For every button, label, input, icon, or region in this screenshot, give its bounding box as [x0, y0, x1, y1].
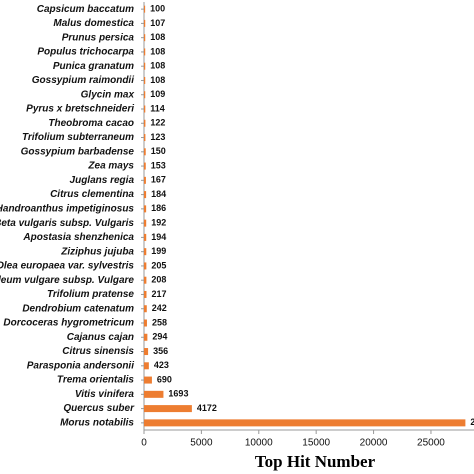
bar [144, 48, 146, 56]
x-axis-title: Top Hit Number [255, 452, 376, 471]
value-label: 123 [150, 132, 165, 142]
bar [144, 348, 149, 356]
category-label: Trifolium pratense [47, 289, 134, 300]
x-tick-label: 25000 [417, 438, 445, 449]
bar [144, 219, 147, 227]
x-tick-label: 0 [141, 438, 147, 449]
bar [144, 419, 466, 427]
value-label: 194 [151, 232, 166, 242]
bar [144, 205, 147, 213]
category-label: Capsicum baccatum [37, 4, 134, 15]
category-label: Pyrus x bretschneideri [26, 104, 134, 115]
category-label: Morus notabilis [60, 418, 134, 429]
category-label: Gossypium barbadense [21, 146, 135, 157]
category-label: Trema orientalis [57, 375, 135, 386]
value-label: 690 [157, 374, 172, 384]
bar [144, 362, 149, 370]
bar [144, 376, 152, 384]
category-label: Punica granatum [53, 61, 134, 72]
bar [144, 262, 147, 270]
category-label: Hordeum vulgare subsp. Vulgare [0, 275, 134, 286]
category-label: Trifolium subterraneum [22, 132, 134, 143]
bar [144, 248, 147, 256]
category-label: Vitis vinifera [75, 389, 135, 400]
bar [144, 105, 146, 113]
category-label: Olea europaea var. sylvestris [0, 261, 134, 272]
value-label: 108 [150, 32, 165, 42]
category-label: Ziziphus jujuba [60, 246, 134, 257]
bar [144, 276, 147, 284]
bar [144, 148, 146, 156]
bar [144, 290, 147, 298]
x-tick-label: 20000 [360, 438, 388, 449]
bar [144, 405, 192, 413]
value-label: 208 [151, 275, 166, 285]
category-label: Handroanthus impetiginosus [0, 204, 134, 215]
bar [144, 5, 146, 13]
bar [144, 119, 146, 127]
value-label: 100 [150, 4, 165, 14]
bar [144, 233, 147, 241]
value-label: 356 [153, 346, 168, 356]
category-label: Beta vulgaris subsp. Vulgaris [0, 218, 134, 229]
value-label: 108 [150, 75, 165, 85]
category-label: Glycin max [81, 89, 135, 100]
category-label: Dorcoceras hygrometricum [3, 318, 134, 329]
value-label: 258 [152, 317, 167, 327]
value-label: 28000 [470, 417, 474, 427]
category-label: Cajanus cajan [67, 332, 134, 343]
category-label: Zea mays [87, 161, 134, 172]
x-tick-label: 10000 [245, 438, 273, 449]
bar [144, 62, 146, 70]
value-label: 199 [151, 246, 166, 256]
value-label: 167 [151, 175, 166, 185]
value-label: 192 [151, 218, 166, 228]
value-label: 107 [150, 18, 165, 28]
category-label: Prunus persica [62, 32, 135, 43]
value-label: 294 [152, 332, 167, 342]
category-label: Quercus suber [63, 403, 135, 414]
bar [144, 134, 146, 142]
category-label: Dendrobium catenatum [22, 303, 134, 314]
bar [144, 333, 148, 341]
bar [144, 19, 146, 27]
value-label: 186 [151, 203, 166, 213]
value-label: 184 [151, 189, 166, 199]
x-tick-label: 5000 [190, 438, 213, 449]
category-label: Apostasia shenzhenica [22, 232, 134, 243]
category-label: Gossypium raimondii [32, 75, 134, 86]
value-label: 4172 [197, 403, 217, 413]
bar [144, 319, 147, 327]
value-label: 242 [152, 303, 167, 313]
value-label: 153 [151, 160, 166, 170]
value-label: 1693 [168, 389, 188, 399]
value-label: 122 [150, 118, 165, 128]
bar [144, 390, 164, 398]
x-tick-label: 15000 [302, 438, 330, 449]
value-label: 150 [151, 146, 166, 156]
value-label: 108 [150, 46, 165, 56]
value-label: 205 [151, 260, 166, 270]
bar [144, 91, 146, 99]
bar [144, 34, 146, 42]
bar [144, 176, 146, 184]
category-label: Populus trichocarpa [37, 47, 134, 58]
bar [144, 162, 146, 170]
value-label: 217 [151, 289, 166, 299]
value-label: 114 [150, 103, 165, 113]
category-label: Citrus clementina [50, 189, 134, 200]
category-label: Theobroma cacao [48, 118, 134, 129]
value-label: 108 [150, 61, 165, 71]
category-label: Malus domestica [53, 18, 134, 29]
value-label: 423 [154, 360, 169, 370]
category-label: Juglans regia [70, 175, 135, 186]
bar [144, 305, 147, 313]
category-label: Parasponia andersonii [27, 360, 134, 371]
bar [144, 191, 147, 199]
category-label: Citrus sinensis [62, 346, 134, 357]
value-label: 109 [150, 89, 165, 99]
bar [144, 76, 146, 84]
